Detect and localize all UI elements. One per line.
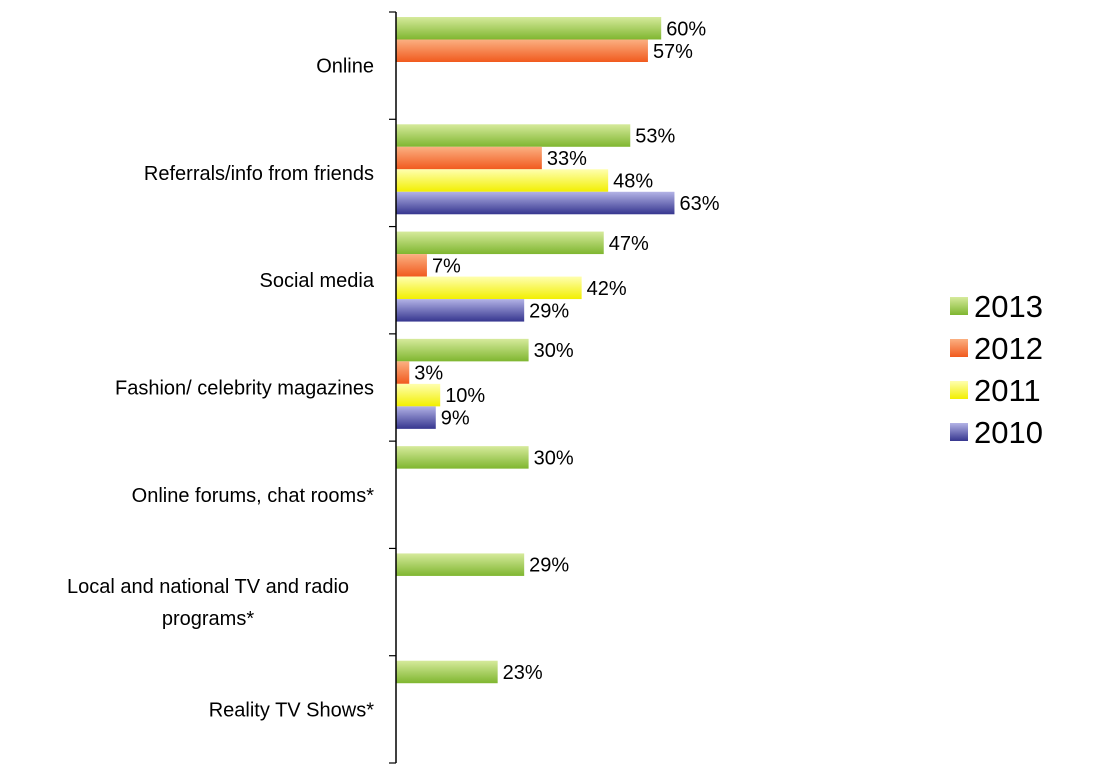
value-labels: 60%57% 53% 33% 48% 63% 47% 7% 42% 29% 30% 3%10%9% 3… — [414, 18, 719, 684]
category-label: Online — [316, 56, 374, 78]
value-label: 29% — [529, 300, 569, 322]
bars — [396, 17, 675, 684]
bar-2012-social-media — [396, 254, 427, 277]
legend-swatch-2011 — [950, 381, 968, 399]
value-label: 3% — [414, 363, 443, 385]
value-label: 23% — [503, 662, 543, 684]
category-label: Local and national TV and radio programs* — [67, 576, 349, 630]
bar-2013-online — [396, 17, 662, 40]
value-label: 10% — [445, 385, 485, 407]
value-label: 47% — [609, 233, 649, 255]
bar-2013-fashion-celebrity-magazines — [396, 338, 529, 362]
value-label: 53% — [635, 126, 675, 148]
value-label: 7% — [432, 255, 461, 277]
bar-2012-online — [396, 39, 648, 62]
value-label: 63% — [679, 193, 719, 215]
bar-2013-online-forums-chat-rooms — [396, 446, 529, 469]
legend: 2013 2012 2011 2010 — [950, 289, 1043, 450]
y-axis — [389, 11, 397, 764]
bar-2011-referrals-info-from-friends — [396, 169, 609, 192]
bar-2013-referrals-info-from-friends — [396, 124, 631, 147]
legend-label-2012: 2012 — [974, 331, 1043, 366]
category-label: Social media — [259, 270, 374, 292]
legend-swatch-2012 — [950, 339, 968, 357]
bar-2013-local-and-national-tv-and-radio-programs — [396, 553, 525, 576]
value-label: 42% — [587, 278, 627, 300]
value-label: 57% — [653, 41, 693, 63]
legend-label-2011: 2011 — [974, 373, 1041, 408]
category-label: Online forums, chat rooms* — [132, 485, 375, 507]
legend-label-2013: 2013 — [974, 289, 1043, 324]
bar-2013-reality-tv-shows — [396, 660, 498, 684]
value-label: 30% — [534, 340, 574, 362]
bar-2011-social-media — [396, 276, 582, 300]
bar-2010-fashion-celebrity-magazines — [396, 406, 436, 429]
bar-2012-fashion-celebrity-magazines — [396, 361, 410, 384]
category-label: Reality TV Shows* — [209, 699, 374, 721]
bar-2011-fashion-celebrity-magazines — [396, 383, 441, 407]
value-label: 60% — [666, 18, 706, 40]
legend-swatch-2010 — [950, 423, 968, 441]
value-label: 48% — [613, 171, 653, 193]
value-label: 30% — [534, 447, 574, 469]
value-label: 9% — [441, 408, 470, 430]
value-label: 33% — [547, 148, 587, 170]
value-label: 29% — [529, 555, 569, 577]
bar-2010-referrals-info-from-friends — [396, 191, 675, 215]
legend-swatch-2013 — [950, 297, 968, 315]
category-label: Referrals/info from friends — [144, 163, 374, 185]
bar-2013-social-media — [396, 231, 604, 255]
bar-2010-social-media — [396, 299, 525, 322]
legend-label-2010: 2010 — [974, 415, 1043, 450]
category-label: Fashion/ celebrity magazines — [115, 378, 374, 400]
bar-2012-referrals-info-from-friends — [396, 146, 542, 170]
category-labels: Online Referrals/info from friends Social … — [67, 56, 375, 722]
